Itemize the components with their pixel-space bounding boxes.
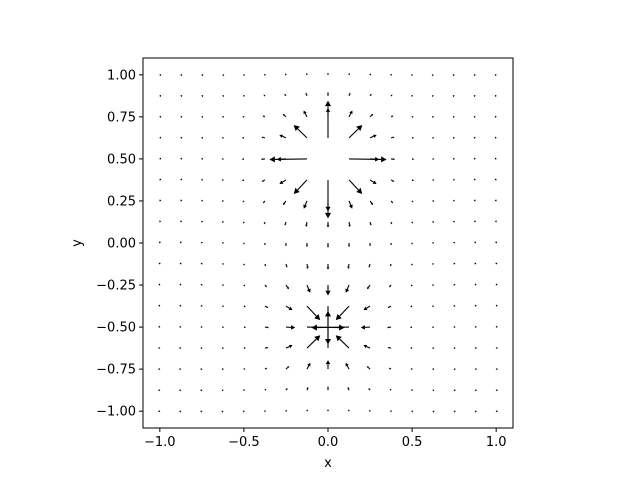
- y-tick-label: 1.00: [107, 68, 136, 83]
- y-tick-label: −0.75: [96, 363, 136, 378]
- arrow-shaft: [286, 264, 287, 266]
- y-tick-label: 0.00: [107, 237, 136, 252]
- x-tick-label: 1.0: [486, 435, 507, 450]
- arrow-shaft: [306, 94, 307, 96]
- y-tick-label: 0.75: [107, 110, 136, 125]
- y-tick-label: 0.25: [107, 194, 136, 209]
- x-tick-label: 0.0: [318, 435, 339, 450]
- arrow-shaft: [264, 201, 265, 202]
- x-tick-label: −1.0: [144, 435, 176, 450]
- x-axis-label: x: [324, 456, 332, 471]
- arrow-shaft: [348, 389, 349, 391]
- arrow-shaft: [390, 285, 391, 286]
- arrow-shaft: [391, 201, 392, 202]
- arrow-shaft: [370, 222, 371, 224]
- y-axis-label: y: [70, 239, 85, 247]
- y-tick-label: −1.00: [96, 405, 136, 420]
- arrow-shaft: [307, 389, 308, 391]
- arrow-shaft: [349, 94, 350, 96]
- arrow-shaft: [265, 285, 266, 286]
- y-tick-label: −0.50: [96, 321, 136, 336]
- y-tick-label: −0.25: [96, 279, 136, 294]
- arrow-shaft: [285, 222, 286, 224]
- x-tick-label: 0.5: [402, 435, 423, 450]
- arrow-shaft: [369, 264, 370, 266]
- x-tick-label: −0.5: [228, 435, 260, 450]
- y-tick-label: 0.50: [107, 152, 136, 167]
